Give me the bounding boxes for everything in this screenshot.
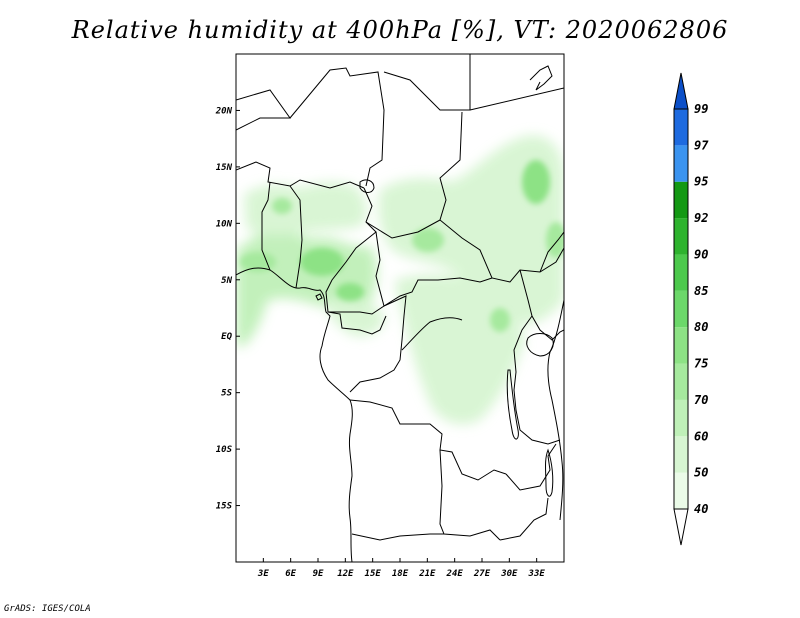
border-horn xyxy=(539,231,564,273)
lon-tick-label: 3E xyxy=(257,569,269,579)
credit-text: GrADS: IGES/COLA xyxy=(4,604,91,614)
shading-gabon xyxy=(325,298,385,337)
lat-tick-label: 5N xyxy=(221,276,232,286)
border-congo-drc xyxy=(349,295,407,393)
lat-tick-label: 10S xyxy=(216,445,233,455)
lat-tick-label: 20N xyxy=(215,106,233,116)
colorbar-swatch xyxy=(674,290,688,328)
shading-cameroon-core xyxy=(336,283,364,301)
lon-tick-label: 21E xyxy=(418,569,436,579)
colorbar-label: 95 xyxy=(694,175,708,189)
colorbar-label: 40 xyxy=(694,502,708,516)
colorbar-label: 92 xyxy=(694,211,708,225)
colorbar-swatch xyxy=(674,472,688,509)
border-mauritania-mali xyxy=(236,89,291,131)
lon-tick-label: 15E xyxy=(365,569,382,579)
border-zambia-east xyxy=(499,443,557,541)
red-sea-coast xyxy=(529,65,553,91)
latitude-ticks: 20N 15N 10N 5N EQ 5S 10S 15S xyxy=(215,106,240,512)
shading-congo xyxy=(395,274,525,425)
lon-tick-label: 9E xyxy=(313,569,324,579)
colorbar-swatch xyxy=(674,436,688,473)
lat-tick-label: 10N xyxy=(216,219,233,229)
lon-tick-label: 18E xyxy=(392,569,409,579)
border-algeria-niger xyxy=(289,67,385,187)
colorbar-label: 75 xyxy=(694,357,708,371)
lat-tick-label: 15S xyxy=(216,502,233,512)
chart-title: Relative humidity at 400hPa [%], VT: 202… xyxy=(71,16,729,44)
colorbar-label: 99 xyxy=(694,102,708,116)
colorbar-label: 85 xyxy=(694,284,708,298)
colorbar-lower-arrow xyxy=(673,508,689,546)
lake-victoria xyxy=(526,333,554,357)
lake-malawi xyxy=(545,448,554,497)
shading-north-core xyxy=(272,198,292,214)
border-east-africa xyxy=(513,269,564,445)
colorbar-swatch xyxy=(674,218,688,255)
border-egypt-sudan xyxy=(469,87,564,111)
island-bioko xyxy=(315,293,323,301)
colorbar-upper-arrow xyxy=(673,72,689,110)
border-gabon xyxy=(327,311,387,335)
colorbar-outline xyxy=(673,108,689,510)
humidity-shading xyxy=(236,135,564,425)
lat-tick-label: 15N xyxy=(216,163,233,173)
border-drc-angola xyxy=(349,399,507,481)
lat-tick-label: EQ xyxy=(221,332,232,342)
colorbar-label: 70 xyxy=(694,393,708,407)
lon-tick-label: 24E xyxy=(446,569,464,579)
colorbar-swatch xyxy=(674,254,688,291)
colorbar-swatch xyxy=(674,145,688,182)
lon-tick-label: 30E xyxy=(500,569,518,579)
colorbar-swatch xyxy=(674,109,688,146)
coastline-west-africa xyxy=(236,267,353,562)
shading-uganda-core xyxy=(490,308,510,332)
colorbar-swatch xyxy=(674,327,688,364)
colorbar-swatch xyxy=(674,399,688,437)
lake-tanganyika xyxy=(506,369,519,440)
colorbar-swatch xyxy=(674,363,688,400)
map-boundaries xyxy=(236,54,564,562)
colorbar-swatch xyxy=(674,181,688,219)
river-congo xyxy=(401,317,463,351)
lon-tick-label: 6E xyxy=(285,569,296,579)
border-angola-zambia xyxy=(439,449,501,541)
shading-west-core xyxy=(240,252,276,272)
lat-tick-label: 5S xyxy=(221,389,232,399)
shading-car-core xyxy=(412,228,444,252)
shading-sudan-core xyxy=(522,160,550,204)
lon-tick-label: 12E xyxy=(337,569,354,579)
shading-northwest xyxy=(244,182,367,236)
lon-tick-label: 27E xyxy=(473,569,491,579)
border-libya-egypt xyxy=(383,54,471,111)
border-chad-car xyxy=(365,219,493,307)
shading-equatorial xyxy=(236,278,268,346)
coastline-east-africa xyxy=(547,299,564,521)
shading-nigeria-core xyxy=(300,248,344,276)
lake-chad xyxy=(359,179,375,193)
shading-ethiopia-core xyxy=(546,222,564,258)
border-namibia xyxy=(351,533,444,541)
lon-tick-label: 33E xyxy=(528,569,546,579)
colorbar: 40 50 60 70 75 80 85 90 92 95 97 99 xyxy=(673,72,709,546)
shading-chad xyxy=(378,135,564,324)
longitude-ticks: 3E 6E 9E 12E 15E 18E 21E 24E 27E 30E 33E xyxy=(257,558,545,579)
colorbar-label: 60 xyxy=(694,429,708,443)
colorbar-label: 90 xyxy=(694,247,708,261)
colorbar-label: 80 xyxy=(694,320,708,334)
border-nigeria xyxy=(261,181,303,289)
colorbar-label: 97 xyxy=(694,138,709,152)
colorbar-label: 50 xyxy=(694,466,708,480)
